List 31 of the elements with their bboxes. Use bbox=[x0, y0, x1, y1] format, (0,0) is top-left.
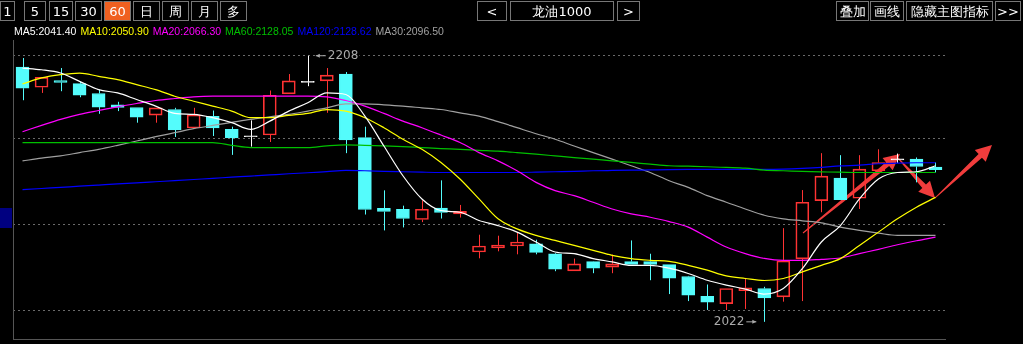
text: 15 bbox=[49, 1, 73, 21]
text: MA120:2128.62 bbox=[297, 25, 372, 37]
annotation: 2022 bbox=[713, 313, 745, 328]
text: >> bbox=[995, 1, 1021, 21]
text: MA5:2041.40 bbox=[14, 25, 77, 37]
text: 30 bbox=[75, 1, 102, 21]
candlestick bbox=[358, 126, 372, 216]
chart-title: 龙油1000 bbox=[510, 1, 614, 21]
text: MA30:2096.50 bbox=[375, 25, 444, 37]
text: 5 bbox=[24, 1, 46, 21]
candlestick bbox=[377, 189, 391, 231]
text: 月 bbox=[191, 1, 218, 21]
candlestick bbox=[700, 283, 715, 311]
annotation: 2208 bbox=[327, 47, 359, 62]
text: MA10:2050.90 bbox=[80, 25, 149, 37]
text: MA20:2066.30 bbox=[152, 25, 222, 37]
text: 日 bbox=[133, 1, 160, 21]
text: 画线 bbox=[870, 1, 904, 21]
candlestick bbox=[53, 67, 68, 92]
text: MA60:2128.05 bbox=[225, 25, 294, 37]
text: 1 bbox=[0, 1, 15, 21]
candlestick bbox=[833, 154, 848, 200]
text: > bbox=[617, 1, 640, 21]
candlestick bbox=[15, 57, 30, 101]
text: 叠加 bbox=[836, 1, 869, 21]
text: 60 bbox=[104, 1, 131, 21]
text: < bbox=[477, 1, 507, 21]
text: 多 bbox=[220, 1, 247, 21]
text: 周 bbox=[162, 1, 189, 21]
text: 隐藏主图指标 bbox=[906, 1, 993, 21]
candlestick bbox=[243, 119, 258, 148]
